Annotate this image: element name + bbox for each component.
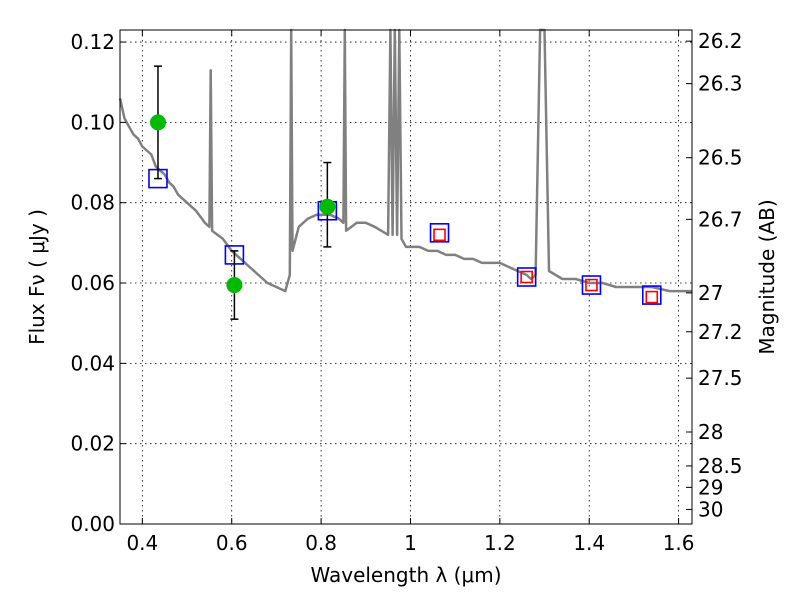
grid xyxy=(120,30,692,525)
upper-limit-marker xyxy=(585,278,598,292)
magnitude-tick-label: 26.7 xyxy=(698,207,743,231)
x-tick-label: 0.8 xyxy=(305,531,337,555)
x-tick-label: 1 xyxy=(404,531,417,555)
magnitude-tick-label: 26.3 xyxy=(698,72,743,96)
upper-limit-marker xyxy=(645,290,659,304)
magnitude-tick-label: 29 xyxy=(698,475,723,499)
upper-limit-marker xyxy=(433,228,446,242)
x-tick-label: 1.4 xyxy=(573,531,605,555)
y-tick-label: 0.02 xyxy=(70,432,115,456)
sed-line xyxy=(118,28,692,293)
upper-limit-marker xyxy=(520,270,533,284)
y-tick-label: 0.00 xyxy=(70,512,115,536)
model-photometry-marker xyxy=(516,267,537,287)
observed-point xyxy=(149,114,166,131)
observed-point xyxy=(319,198,336,215)
magnitude-tick-label: 26.5 xyxy=(698,146,743,170)
y-tick-label: 0.04 xyxy=(70,351,115,375)
y-tick-label: 0.10 xyxy=(70,110,115,134)
x-tick-label: 0.6 xyxy=(216,531,248,555)
model-photometry-marker xyxy=(641,285,662,305)
magnitude-tick-label: 28.5 xyxy=(698,454,743,478)
x-tick-label: 1.2 xyxy=(484,531,516,555)
plot-background xyxy=(120,30,692,524)
magnitude-tick-label: 26.2 xyxy=(698,29,743,53)
model-photometry-marker xyxy=(429,223,450,243)
magnitude-tick-label: 27 xyxy=(698,281,723,305)
magnitude-tick-label: 27.2 xyxy=(698,320,743,344)
plot-frame xyxy=(119,29,693,525)
y-tick-label: 0.12 xyxy=(70,30,115,54)
ticks: 0.4 0.6 0.8 1 1.2 1.4 1.6 0.00 0.02 0.04 0.06 0.08 0… xyxy=(70,29,742,555)
magnitude-tick-label: 27.5 xyxy=(698,366,743,390)
x-tick-label: 0.4 xyxy=(126,531,158,555)
y-tick-label: 0.06 xyxy=(70,271,115,295)
x-axis-label: Wavelength λ (μm) xyxy=(310,563,501,587)
series-layer xyxy=(118,28,692,320)
magnitude-tick-label: 30 xyxy=(698,497,723,521)
y2-axis-label: Magnitude (AB) xyxy=(755,199,779,354)
model-photometry-marker xyxy=(581,275,602,295)
x-tick-label: 1.6 xyxy=(663,531,695,555)
observed-point xyxy=(226,277,243,294)
magnitude-tick-label: 28 xyxy=(698,420,723,444)
y-tick-label: 0.08 xyxy=(70,191,115,215)
y-axis-label: Flux Fν ( μJy ) xyxy=(25,209,49,345)
